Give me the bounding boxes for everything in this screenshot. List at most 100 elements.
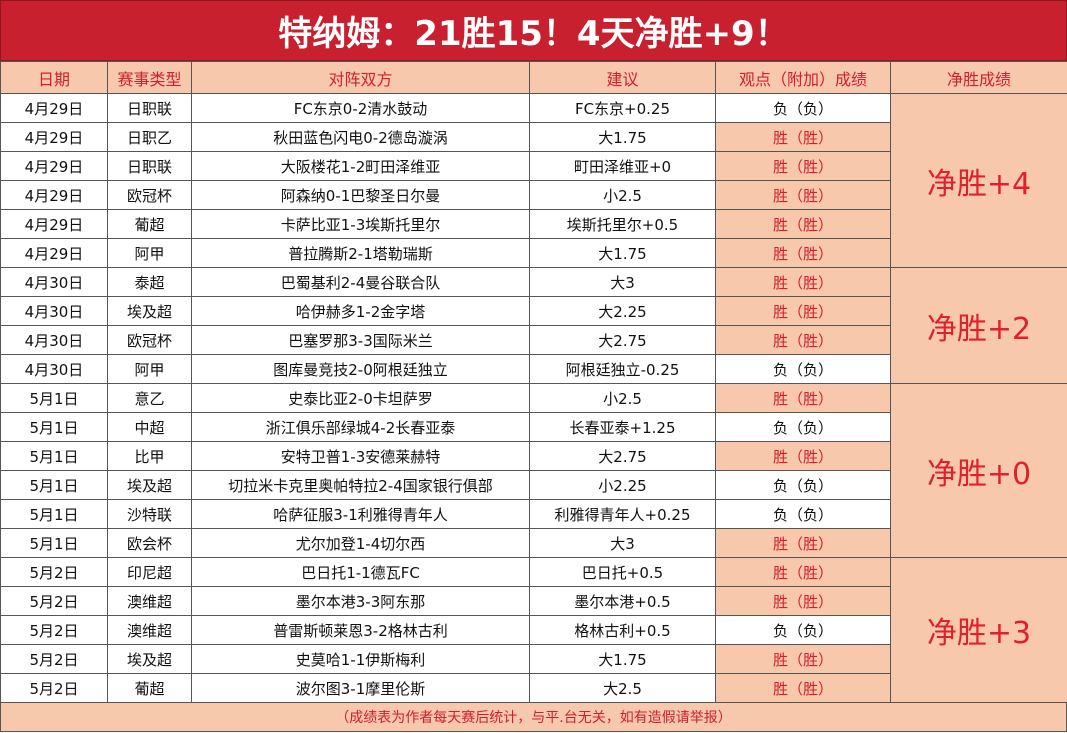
result-cell: 负（负） — [715, 93, 891, 123]
result-cell: 负（负） — [715, 615, 891, 645]
league-cell: 印尼超 — [107, 557, 192, 587]
league-cell: 日职乙 — [107, 122, 192, 152]
result-cell: 胜（胜） — [715, 383, 891, 413]
results-table: 日期 赛事类型 对阵双方 建议 观点（附加）成绩 净胜成绩 4月29日 日职联 FC… — [0, 61, 1067, 703]
tip-cell: 町田泽维亚+0 — [529, 151, 716, 181]
league-cell: 比甲 — [107, 441, 192, 471]
date-cell: 5月1日 — [0, 383, 108, 413]
result-cell: 胜（胜） — [715, 528, 891, 558]
table-row: 4月29日 欧冠杯 阿森纳0-1巴黎圣日尔曼 小2.5 胜（胜） — [0, 180, 1067, 210]
tip-cell: 大2.5 — [529, 673, 716, 703]
tip-cell: 大2.75 — [529, 325, 716, 355]
tip-cell: 墨尔本港+0.5 — [529, 586, 716, 616]
net-result-cell: 净胜+4 — [890, 93, 1067, 268]
league-cell: 阿甲 — [107, 354, 192, 384]
league-cell: 欧冠杯 — [107, 180, 192, 210]
table-row: 5月1日 埃及超 切拉米卡克里奥帕特拉2-4国家银行俱部 小2.25 负（负） — [0, 470, 1067, 500]
match-cell: 巴塞罗那3-3国际米兰 — [191, 325, 530, 355]
match-cell: 切拉米卡克里奥帕特拉2-4国家银行俱部 — [191, 470, 530, 500]
result-cell: 胜（胜） — [715, 644, 891, 674]
date-cell: 5月1日 — [0, 470, 108, 500]
table-row: 5月1日 比甲 安特卫普1-3安德莱赫特 大2.75 胜（胜） — [0, 441, 1067, 471]
date-cell: 4月29日 — [0, 93, 108, 123]
table-row: 5月2日 埃及超 史莫哈1-1伊斯梅利 大1.75 胜（胜） — [0, 644, 1067, 674]
league-cell: 埃及超 — [107, 296, 192, 326]
match-cell: 波尔图3-1摩里伦斯 — [191, 673, 530, 703]
league-cell: 日职联 — [107, 151, 192, 181]
date-cell: 4月29日 — [0, 238, 108, 268]
date-cell: 5月1日 — [0, 528, 108, 558]
table-row: 4月29日 日职联 大阪楼花1-2町田泽维亚 町田泽维亚+0 胜（胜） — [0, 151, 1067, 181]
match-cell: 史莫哈1-1伊斯梅利 — [191, 644, 530, 674]
league-cell: 埃及超 — [107, 644, 192, 674]
tip-cell: 小2.5 — [529, 383, 716, 413]
date-cell: 4月30日 — [0, 325, 108, 355]
tip-cell: 大2.25 — [529, 296, 716, 326]
league-cell: 阿甲 — [107, 238, 192, 268]
header-league: 赛事类型 — [107, 61, 192, 94]
tip-cell: 长春亚泰+1.25 — [529, 412, 716, 442]
tip-cell: 大1.75 — [529, 238, 716, 268]
league-cell: 日职联 — [107, 93, 192, 123]
date-cell: 4月29日 — [0, 180, 108, 210]
result-cell: 胜（胜） — [715, 122, 891, 152]
table-row: 5月2日 印尼超 巴日托1-1德瓦FC 巴日托+0.5 胜（胜） 净胜+3 — [0, 557, 1067, 703]
header-result: 观点（附加）成绩 — [715, 61, 891, 94]
league-cell: 埃及超 — [107, 470, 192, 500]
match-cell: 尤尔加登1-4切尔西 — [191, 528, 530, 558]
result-cell: 胜（胜） — [715, 673, 891, 703]
result-cell: 胜（胜） — [715, 180, 891, 210]
league-cell: 沙特联 — [107, 499, 192, 529]
tip-cell: 小2.25 — [529, 470, 716, 500]
match-cell: 浙江俱乐部绿城4-2长春亚泰 — [191, 412, 530, 442]
table-header-row: 日期 赛事类型 对阵双方 建议 观点（附加）成绩 净胜成绩 — [0, 61, 1067, 94]
date-cell: 4月29日 — [0, 209, 108, 239]
match-cell: 哈伊赫多1-2金字塔 — [191, 296, 530, 326]
result-cell: 负（负） — [715, 470, 891, 500]
match-cell: 大阪楼花1-2町田泽维亚 — [191, 151, 530, 181]
date-cell: 5月2日 — [0, 673, 108, 703]
page-title: 特纳姆：21胜15！4天净胜+9！ — [0, 0, 1067, 61]
tip-cell: 阿根廷独立-0.25 — [529, 354, 716, 384]
tip-cell: 大2.75 — [529, 441, 716, 471]
match-cell: 图库曼竞技2-0阿根廷独立 — [191, 354, 530, 384]
tip-cell: 大1.75 — [529, 122, 716, 152]
table-row: 4月29日 日职联 FC东京0-2清水鼓动 FC东京+0.25 负（负） 净胜+4 — [0, 93, 1067, 268]
tip-cell: 埃斯托里尔+0.5 — [529, 209, 716, 239]
match-cell: FC东京0-2清水鼓动 — [191, 93, 530, 123]
match-cell: 巴日托1-1德瓦FC — [191, 557, 530, 587]
table-row: 4月29日 日职乙 秋田蓝色闪电0-2德岛漩涡 大1.75 胜（胜） — [0, 122, 1067, 152]
date-cell: 5月2日 — [0, 644, 108, 674]
table-row: 4月30日 阿甲 图库曼竞技2-0阿根廷独立 阿根廷独立-0.25 负（负） — [0, 354, 1067, 384]
date-cell: 4月30日 — [0, 354, 108, 384]
result-cell: 胜（胜） — [715, 586, 891, 616]
result-cell: 胜（胜） — [715, 238, 891, 268]
header-match: 对阵双方 — [191, 61, 530, 94]
table-row: 4月29日 葡超 卡萨比亚1-3埃斯托里尔 埃斯托里尔+0.5 胜（胜） — [0, 209, 1067, 239]
tip-cell: 小2.5 — [529, 180, 716, 210]
tip-cell: FC东京+0.25 — [529, 93, 716, 123]
table-row: 5月2日 澳维超 普雷斯顿莱恩3-2格林古利 格林古利+0.5 负（负） — [0, 615, 1067, 645]
match-cell: 卡萨比亚1-3埃斯托里尔 — [191, 209, 530, 239]
date-cell: 5月2日 — [0, 586, 108, 616]
match-cell: 巴蜀基利2-4曼谷联合队 — [191, 267, 530, 297]
table-row: 4月30日 泰超 巴蜀基利2-4曼谷联合队 大3 胜（胜） 净胜+2 — [0, 267, 1067, 384]
league-cell: 泰超 — [107, 267, 192, 297]
match-cell: 普拉腾斯2-1塔勒瑞斯 — [191, 238, 530, 268]
match-cell: 墨尔本港3-3阿东那 — [191, 586, 530, 616]
match-cell: 安特卫普1-3安德莱赫特 — [191, 441, 530, 471]
result-cell: 胜（胜） — [715, 267, 891, 297]
result-cell: 胜（胜） — [715, 296, 891, 326]
result-cell: 胜（胜） — [715, 151, 891, 181]
match-cell: 哈萨征服3-1利雅得青年人 — [191, 499, 530, 529]
league-cell: 欧冠杯 — [107, 325, 192, 355]
result-cell: 负（负） — [715, 354, 891, 384]
footer-note: （成绩表为作者每天赛后统计，与平.台无关，如有造假请举报） — [0, 703, 1067, 732]
table-row: 5月2日 葡超 波尔图3-1摩里伦斯 大2.5 胜（胜） — [0, 673, 1067, 703]
table-row: 5月1日 欧会杯 尤尔加登1-4切尔西 大3 胜（胜） — [0, 528, 1067, 558]
league-cell: 意乙 — [107, 383, 192, 413]
net-result-cell: 净胜+2 — [890, 267, 1067, 384]
league-cell: 葡超 — [107, 209, 192, 239]
table-row: 4月29日 阿甲 普拉腾斯2-1塔勒瑞斯 大1.75 胜（胜） — [0, 238, 1067, 268]
league-cell: 葡超 — [107, 673, 192, 703]
